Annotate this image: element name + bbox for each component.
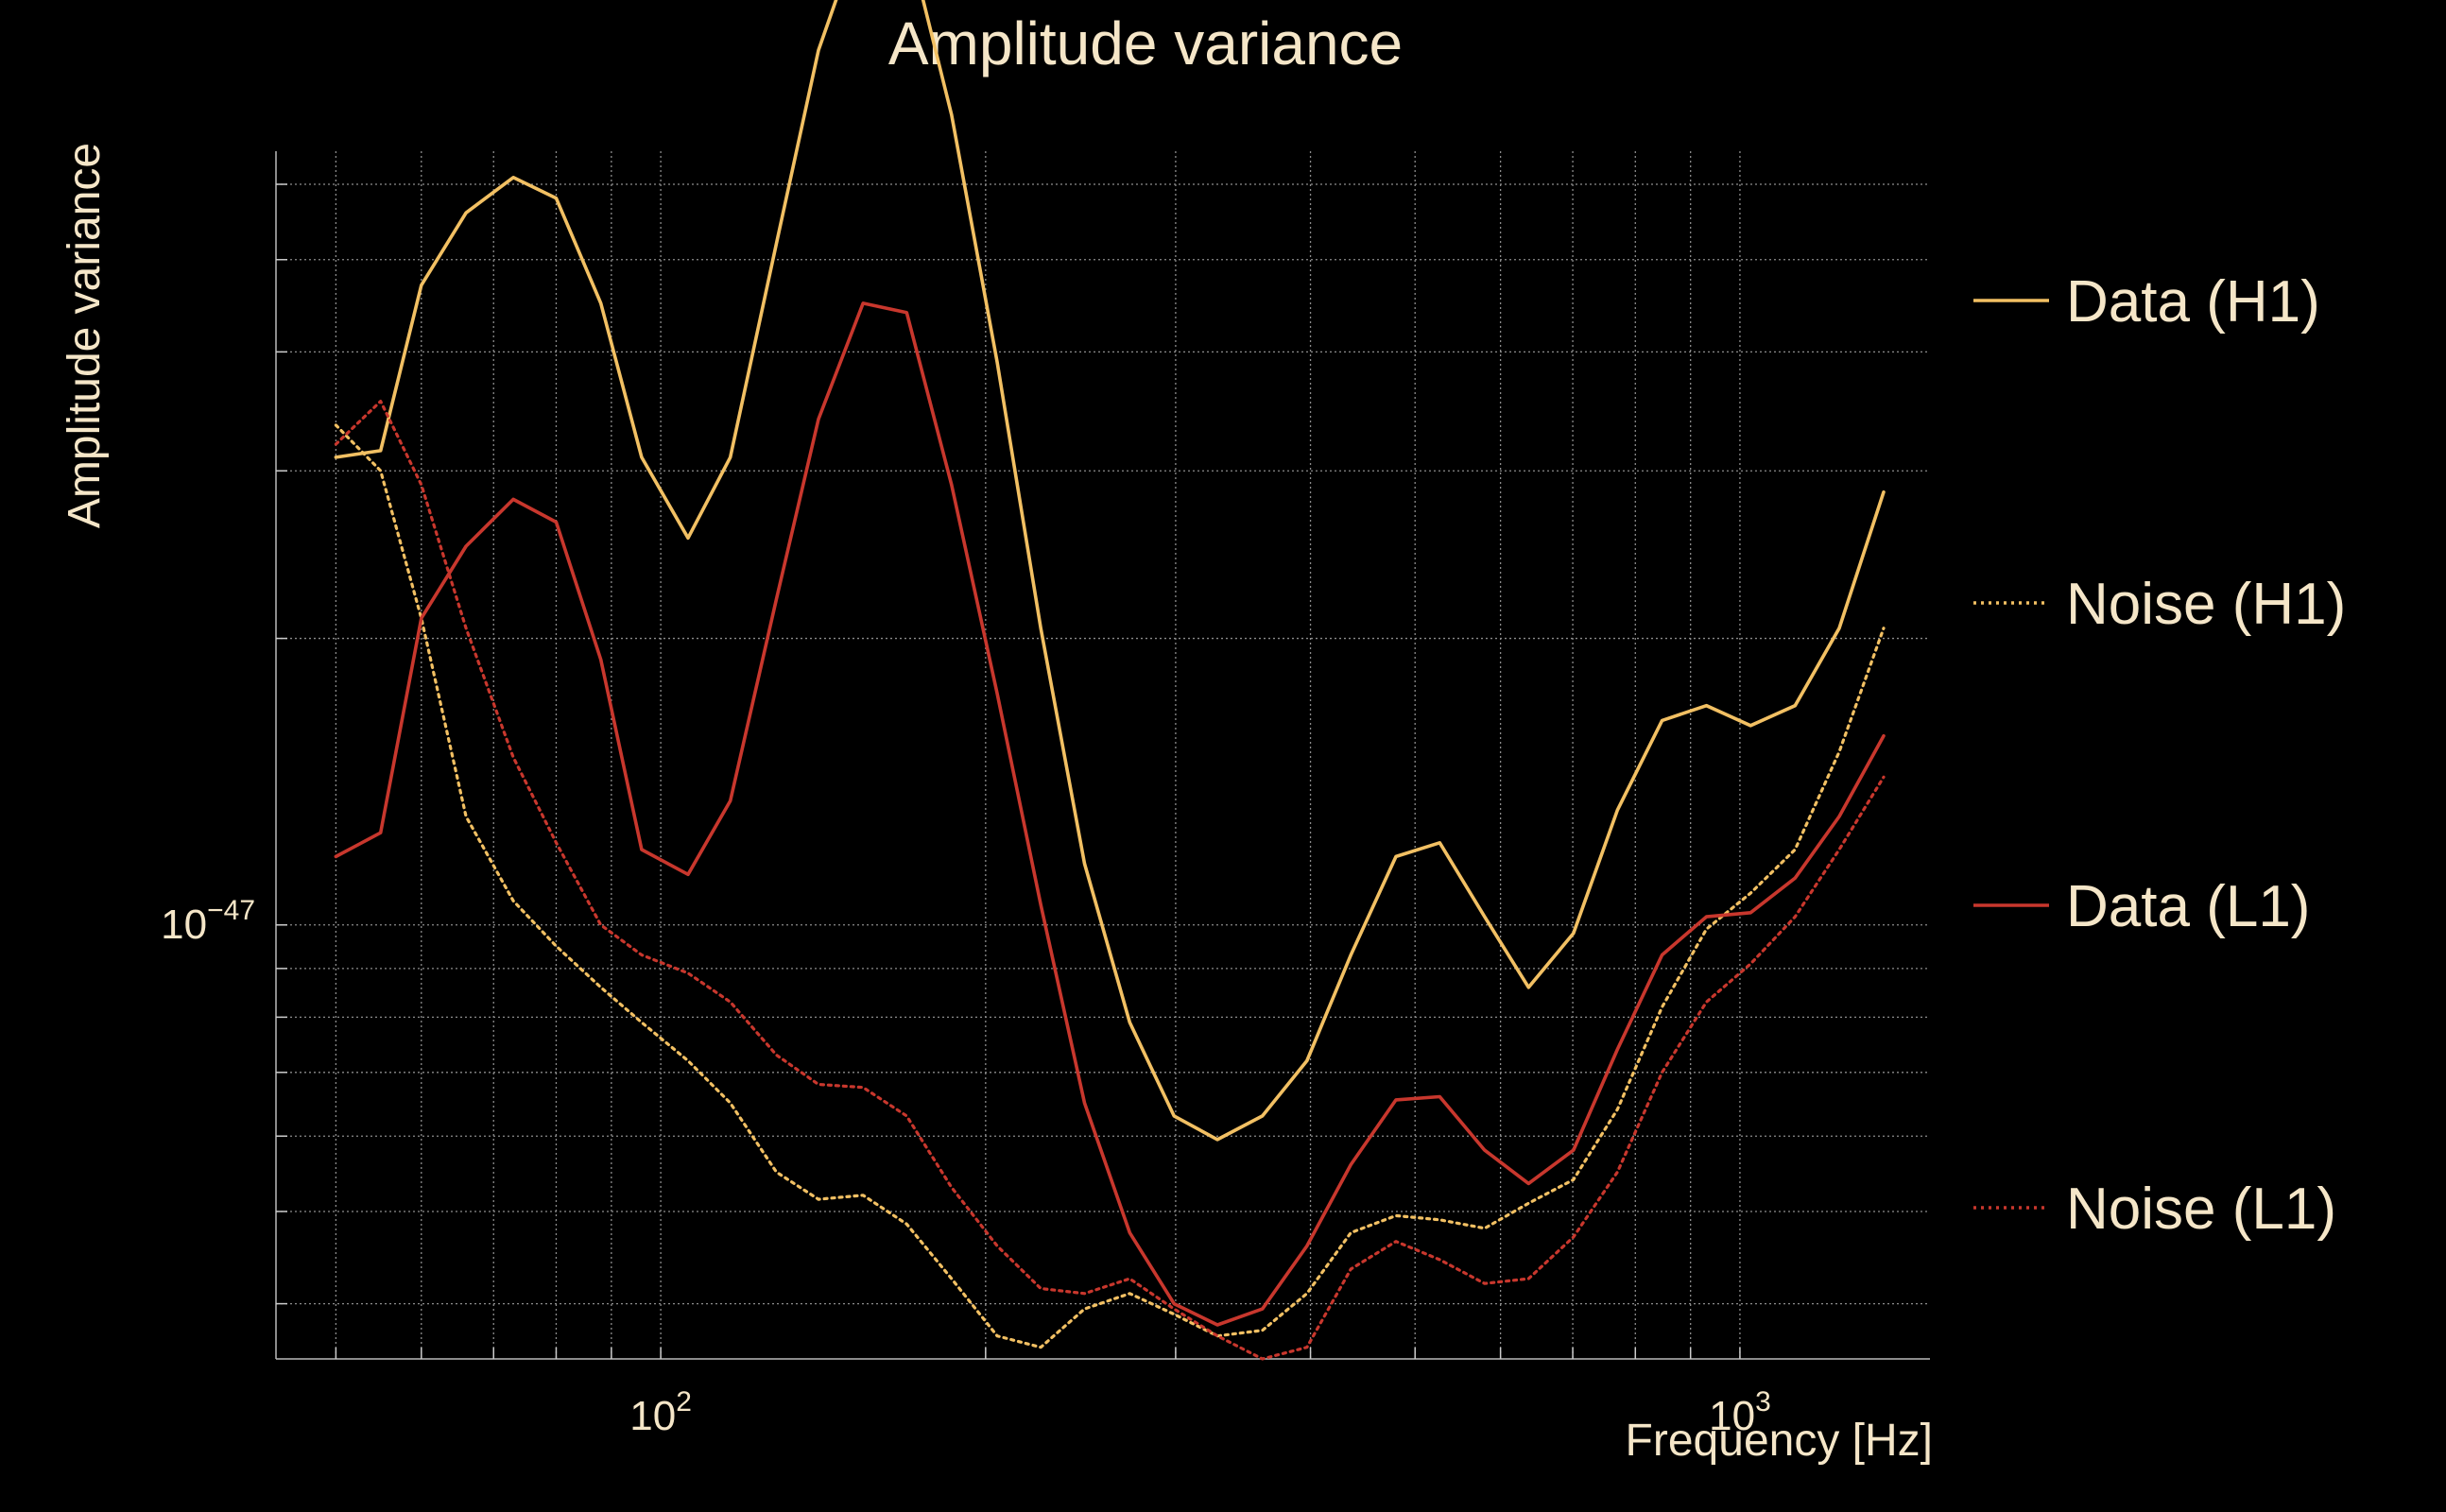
legend-label-noise-h1: Noise (H1) bbox=[2066, 572, 2346, 637]
y-tick-exponent: −47 bbox=[207, 895, 255, 926]
series-line-noise-h1 bbox=[334, 423, 1886, 1349]
y-tick-label: 10−47 bbox=[161, 895, 255, 948]
x-tick-label: 102 bbox=[629, 1386, 692, 1439]
x-axis-label: Frequency [Hz] bbox=[1626, 1416, 1933, 1466]
x-tick-labels: 102 103 bbox=[629, 1386, 1770, 1439]
y-tick-labels: 10−47 bbox=[161, 895, 255, 948]
series-line-data-l1 bbox=[334, 301, 1886, 1327]
legend-label-data-l1: Data (L1) bbox=[2066, 874, 2310, 939]
x-tick-base: 10 bbox=[1709, 1393, 1755, 1439]
legend-label-noise-l1: Noise (L1) bbox=[2066, 1177, 2336, 1242]
chart-title: Amplitude variance bbox=[888, 9, 1403, 77]
y-tick-base: 10 bbox=[161, 902, 207, 948]
series-line-data-h1 bbox=[334, 0, 1886, 1142]
legend-label-data-h1: Data (H1) bbox=[2066, 269, 2320, 335]
x-tick-label: 103 bbox=[1709, 1386, 1771, 1439]
x-tick-exponent: 3 bbox=[1755, 1386, 1771, 1418]
y-axis-label: Amplitude variance bbox=[60, 143, 110, 528]
series-line-noise-l1 bbox=[334, 400, 1886, 1361]
x-tick-base: 10 bbox=[629, 1393, 676, 1439]
plot-series bbox=[334, 0, 1886, 1361]
x-tick-exponent: 2 bbox=[676, 1386, 692, 1418]
legend: Data (H1) Noise (H1) Data (L1) Noise (L1) bbox=[1973, 269, 2346, 1242]
axes bbox=[275, 151, 1930, 1360]
